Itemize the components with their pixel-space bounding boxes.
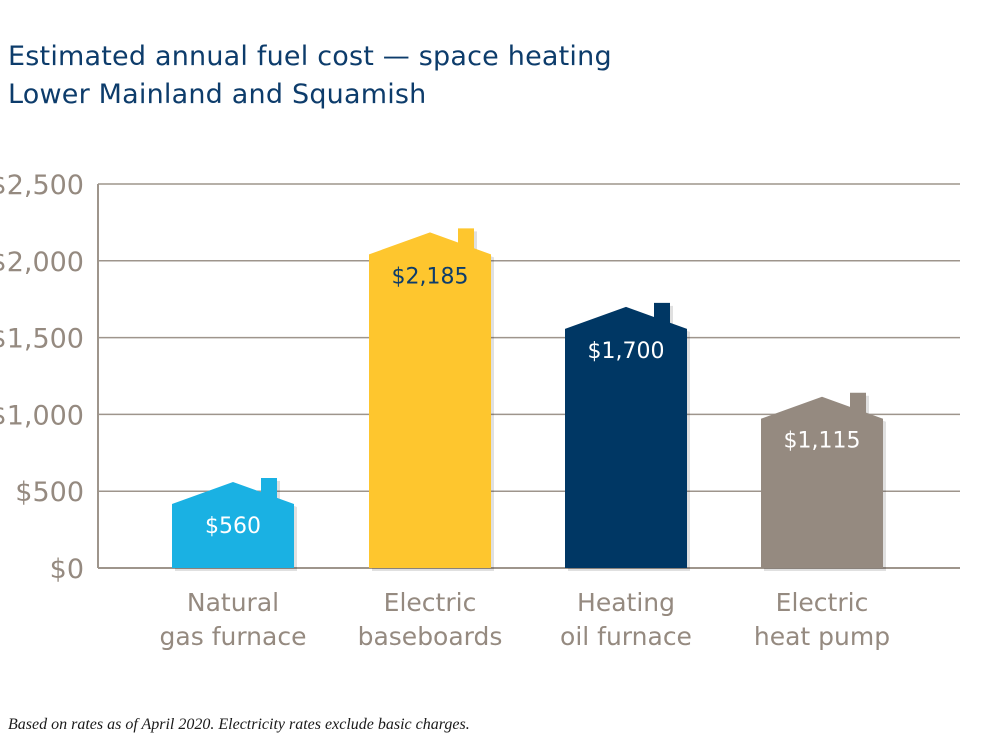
bars: $560 $2,185 $1,700 $1,115	[172, 228, 886, 571]
x-tick-label: heat pump	[754, 622, 890, 651]
y-axis: $0 $500 $1,000 $1,500 $2,000 $2,500	[0, 170, 99, 585]
x-tick-label: oil furnace	[560, 622, 692, 651]
data-label: $1,700	[588, 339, 665, 364]
x-tick-label: gas furnace	[160, 622, 307, 651]
y-tick-label: $2,500	[0, 170, 84, 201]
title-line-1: Estimated annual fuel cost — space heati…	[8, 41, 612, 72]
bar	[172, 477, 294, 568]
bar-chart: $0 $500 $1,000 $1,500 $2,000 $2,500 $560 $2,18…	[0, 170, 960, 651]
chart-title: Estimated annual fuel cost — space heati…	[8, 38, 612, 114]
x-tick-label: Electric	[384, 588, 477, 617]
x-tick-label: Natural	[187, 588, 279, 617]
data-label: $2,185	[392, 264, 469, 289]
bar	[761, 392, 883, 568]
bar	[565, 302, 687, 568]
x-axis: Natural gas furnace Electric baseboards Heat…	[160, 588, 891, 651]
x-tick-label: Electric	[776, 588, 869, 617]
y-tick-label: $0	[50, 554, 84, 585]
y-tick-label: $1,000	[0, 400, 84, 431]
bar	[369, 228, 491, 568]
footnote: Based on rates as of April 2020. Electri…	[8, 716, 470, 733]
data-label: $560	[205, 514, 261, 539]
y-tick-label: $2,000	[0, 247, 84, 278]
x-tick-label: Heating	[577, 588, 675, 617]
title-line-2: Lower Mainland and Squamish	[8, 79, 427, 110]
y-tick-label: $500	[15, 477, 84, 508]
y-tick-label: $1,500	[0, 324, 84, 355]
data-label: $1,115	[784, 429, 861, 454]
x-tick-label: baseboards	[358, 622, 503, 651]
